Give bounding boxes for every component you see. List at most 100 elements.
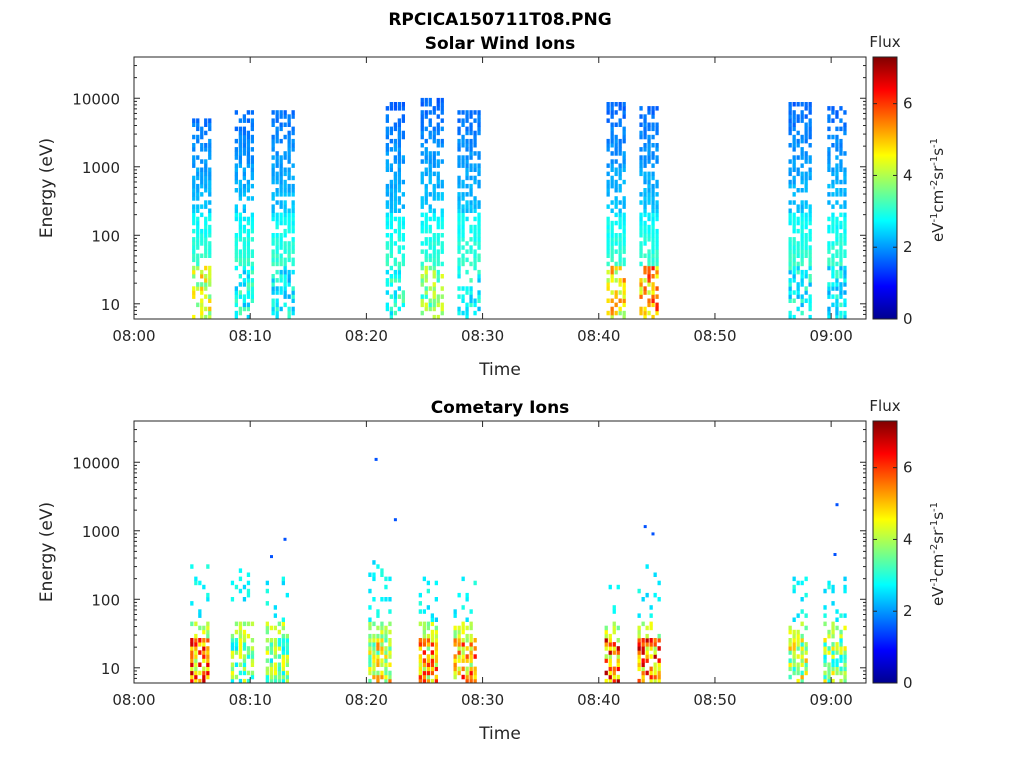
flux-cell [788,294,792,299]
flux-cell [385,163,389,168]
flux-cell [428,302,432,308]
flux-cell [647,171,651,177]
flux-cell [808,257,812,263]
flux-cell [457,130,461,136]
flux-cell [461,310,465,316]
flux-cell [196,245,200,250]
flux-cell [428,102,432,107]
flux-cell [618,212,622,218]
flux-cell [831,601,835,606]
flux-cell [434,654,438,659]
flux-cell [376,654,380,659]
x-tick-label: 08:20 [345,691,388,709]
flux-cell [208,298,212,303]
flux-cell [283,188,287,193]
flux-cell [792,183,796,189]
flux-cell [618,306,622,312]
flux-cell [422,625,426,631]
flux-cell [194,576,198,582]
flux-cell [385,212,389,218]
flux-cell [436,241,440,246]
flux-cell [242,629,247,635]
flux-cell [432,126,436,132]
flux-cell [372,572,376,577]
flux-cell [393,278,397,283]
flux-cell [428,237,432,242]
flux-cell [608,642,612,647]
flux-cell [283,212,287,218]
flux-cell [823,662,827,667]
flux-cell [279,274,283,279]
flux-cell [238,282,242,287]
flux-cell [273,638,277,643]
flux-cell [477,269,481,275]
flux-cell [618,138,622,144]
flux-cell [643,278,647,283]
flux-cell [196,192,200,197]
flux-cell [432,130,436,136]
flux-cell [397,306,401,312]
flux-cell [651,228,655,234]
flux-cell [469,290,473,295]
flux-cell [843,228,847,234]
flux-cell [208,200,212,205]
flux-cell [477,237,481,242]
flux-cell [808,298,812,303]
flux-cell [424,97,428,103]
flux-cell [843,200,847,205]
flux-cell [647,138,651,144]
flux-cell [428,286,432,291]
flux-cell [465,666,469,672]
flux-cell [831,621,835,627]
flux-cell [287,314,291,319]
flux-cell [192,179,196,185]
flux-cell [622,204,626,209]
flux-cell [230,646,235,651]
flux-cell [808,208,812,213]
flux-cell [208,224,212,230]
flux-cell [808,261,812,267]
flux-cell [271,171,275,177]
flux-cell [234,286,238,291]
flux-cell [246,588,251,594]
flux-cell [655,192,659,197]
flux-cell [283,265,287,271]
flux-cell [657,646,661,651]
flux-cell [246,278,250,283]
flux-cell [839,249,843,254]
flux-cell [246,134,250,140]
flux-cell [808,106,812,111]
flux-cell [800,621,804,627]
flux-cell [843,658,847,663]
flux-cell [281,633,285,639]
flux-cell [465,200,469,205]
flux-cell [835,126,839,132]
flux-cell [843,310,847,316]
flux-cell [653,638,657,643]
flux-cell [653,642,657,647]
flux-cell [469,654,473,659]
flux-cell [389,188,393,193]
flux-cell [839,192,843,197]
flux-cell [453,658,457,663]
flux-cell [804,102,808,107]
flux-cell [389,179,393,185]
flux-cell [639,282,643,287]
flux-cell [393,138,397,144]
flux-cell [647,278,651,283]
flux-cell [473,224,477,230]
flux-cell [465,216,469,222]
flux-cell [792,167,796,172]
flux-cell [651,134,655,140]
flux-cell [238,183,242,189]
flux-cell [827,294,831,299]
flux-cell [608,662,612,667]
flux-cell [368,666,372,672]
flux-cell [651,216,655,222]
flux-cell [469,625,473,631]
flux-cell [287,143,291,148]
flux-cell [389,278,393,283]
flux-cell [271,138,275,144]
flux-cell [190,564,194,569]
flux-cell [372,658,376,663]
